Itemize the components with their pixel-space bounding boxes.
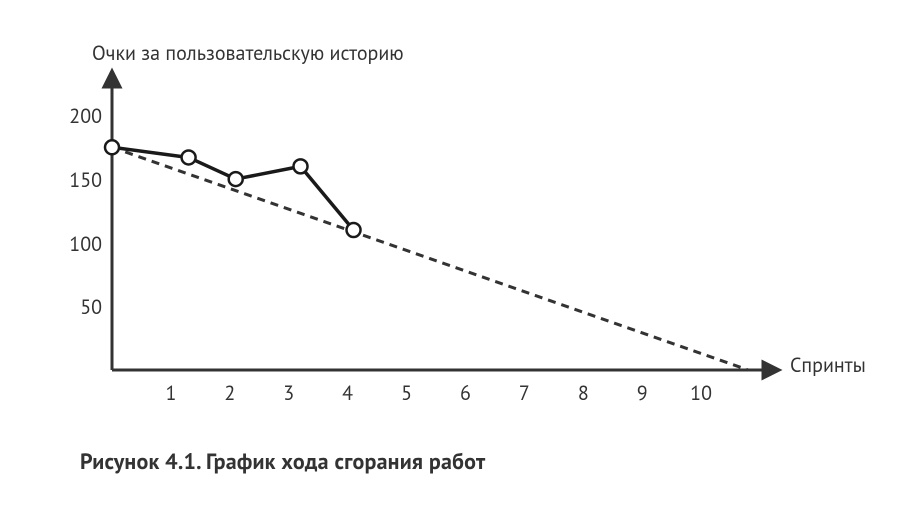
data-point xyxy=(229,172,243,186)
x-tick-label: 2 xyxy=(215,380,245,406)
figure-caption: Рисунок 4.1. График хода сгорания работ xyxy=(80,448,485,476)
burndown-chart xyxy=(0,0,899,509)
y-tick-label: 150 xyxy=(52,167,102,193)
y-tick-label: 100 xyxy=(52,231,102,257)
x-tick-label: 6 xyxy=(450,380,480,406)
x-tick-label: 3 xyxy=(274,380,304,406)
x-tick-label: 10 xyxy=(686,380,716,406)
data-point xyxy=(347,223,361,237)
y-axis-title: Очки за пользовательскую историю xyxy=(92,40,404,66)
x-tick-label: 8 xyxy=(568,380,598,406)
x-tick-label: 7 xyxy=(509,380,539,406)
ideal-trend-line xyxy=(112,147,748,370)
data-point xyxy=(182,150,196,164)
x-tick-label: 5 xyxy=(392,380,422,406)
x-tick-label: 4 xyxy=(333,380,363,406)
y-tick-label: 200 xyxy=(52,103,102,129)
data-point xyxy=(294,159,308,173)
y-tick-label: 50 xyxy=(52,294,102,320)
x-axis-title: Спринты xyxy=(790,352,866,378)
x-tick-label: 9 xyxy=(627,380,657,406)
x-tick-label: 1 xyxy=(156,380,186,406)
data-point xyxy=(105,140,119,154)
